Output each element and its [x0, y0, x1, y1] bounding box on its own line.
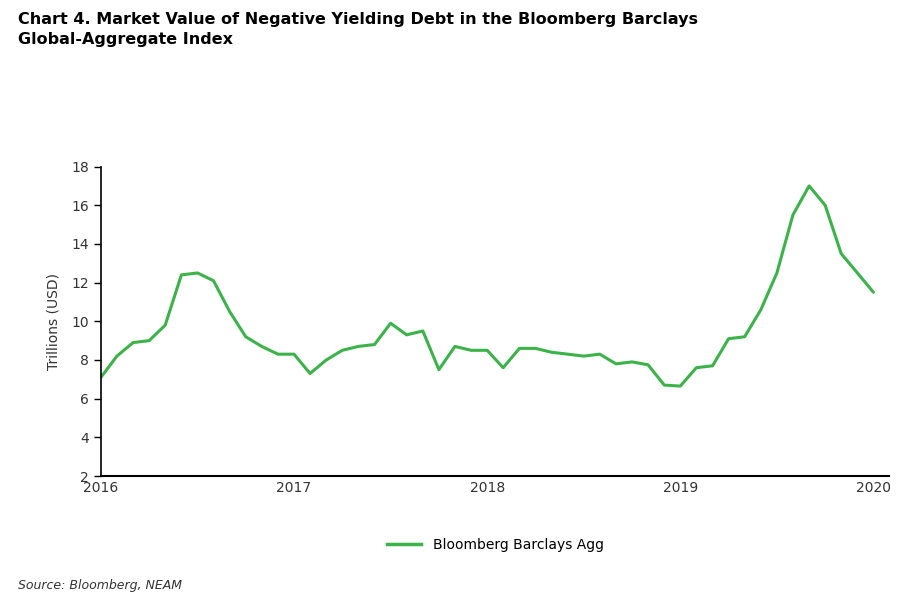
Text: Source: Bloomberg, NEAM: Source: Bloomberg, NEAM	[18, 579, 182, 592]
Legend: Bloomberg Barclays Agg: Bloomberg Barclays Agg	[381, 533, 609, 558]
Y-axis label: Trillions (USD): Trillions (USD)	[46, 273, 61, 370]
Text: Chart 4. Market Value of Negative Yielding Debt in the Bloomberg Barclays
Global: Chart 4. Market Value of Negative Yieldi…	[18, 12, 699, 46]
